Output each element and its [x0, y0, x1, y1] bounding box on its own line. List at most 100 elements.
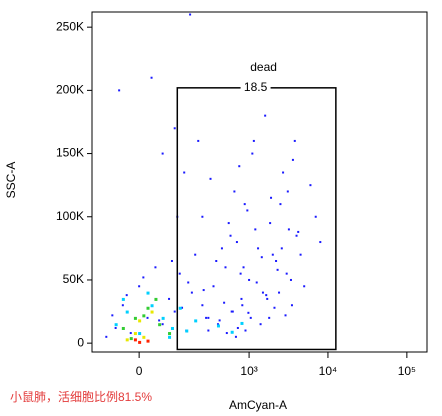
point [154, 297, 158, 301]
point [111, 314, 114, 317]
point [266, 297, 269, 300]
point [142, 314, 146, 318]
point [286, 190, 289, 193]
gate-value: 18.5 [244, 80, 268, 94]
point [168, 332, 172, 336]
point [255, 281, 258, 284]
point [264, 114, 267, 117]
point [150, 304, 154, 308]
y-tick-label: 100K [56, 209, 84, 223]
point [181, 306, 184, 309]
point [218, 319, 221, 322]
point [295, 234, 298, 237]
point [161, 323, 164, 326]
x-tick-label: 10⁵ [398, 364, 416, 378]
point [129, 337, 133, 341]
point [290, 304, 293, 307]
point [105, 335, 108, 338]
point [197, 139, 200, 142]
point [189, 13, 192, 16]
point [205, 316, 208, 319]
point [254, 228, 257, 231]
y-axis-label: SSC-A [4, 162, 18, 199]
y-tick-label: 50K [63, 272, 84, 286]
point [225, 332, 228, 335]
point [247, 311, 250, 314]
point [285, 272, 288, 275]
footnote: 小鼠肺，活细胞比例81.5% [10, 390, 152, 404]
point [142, 276, 145, 279]
point [291, 158, 294, 161]
point [270, 196, 273, 199]
point [207, 316, 210, 319]
point [125, 338, 129, 342]
point [293, 139, 296, 142]
gate [176, 87, 337, 351]
point [309, 184, 312, 187]
point [150, 310, 154, 314]
point [146, 339, 150, 343]
point [138, 332, 142, 336]
point [242, 266, 245, 269]
point [240, 321, 244, 325]
point [146, 306, 150, 310]
point [201, 215, 204, 218]
point [133, 332, 137, 336]
point [241, 304, 244, 307]
point [227, 222, 230, 225]
x-axis-label: AmCyan-A [229, 398, 287, 412]
point [269, 222, 272, 225]
y-tick-label: 0 [77, 335, 84, 349]
point [239, 272, 242, 275]
point [280, 247, 283, 250]
point [161, 316, 165, 320]
point [299, 253, 302, 256]
point [173, 310, 176, 313]
point [230, 330, 234, 334]
point [229, 234, 232, 237]
point [138, 285, 141, 288]
point [220, 247, 223, 250]
point [260, 256, 263, 259]
point [284, 314, 287, 317]
point [138, 319, 142, 323]
point [314, 215, 317, 218]
y-tick-label: 150K [56, 146, 84, 160]
point [249, 316, 252, 319]
point [170, 259, 173, 262]
x-tick-label: 10⁴ [319, 364, 338, 378]
point [125, 294, 128, 297]
point [178, 272, 181, 275]
point [282, 171, 285, 174]
point [275, 259, 278, 262]
point [150, 76, 153, 79]
plot-frame [91, 11, 428, 353]
point [168, 297, 171, 300]
point [223, 301, 226, 304]
point [251, 152, 254, 155]
point [240, 297, 243, 300]
point [138, 340, 142, 344]
point [121, 297, 125, 301]
point [224, 266, 227, 269]
point [234, 335, 237, 338]
y-tick-label: 200K [56, 83, 84, 97]
point [261, 291, 264, 294]
point [246, 209, 249, 212]
point [190, 291, 193, 294]
point [216, 324, 220, 328]
point [235, 241, 238, 244]
point [238, 165, 241, 168]
point [209, 177, 212, 180]
point [248, 278, 251, 281]
gate-label-bg [240, 80, 271, 95]
point [125, 310, 129, 314]
point [319, 241, 322, 244]
x-tick-label: 10³ [240, 364, 257, 378]
point [303, 285, 306, 288]
point [231, 310, 234, 313]
point [297, 230, 300, 233]
point [265, 294, 268, 297]
point [194, 319, 198, 323]
